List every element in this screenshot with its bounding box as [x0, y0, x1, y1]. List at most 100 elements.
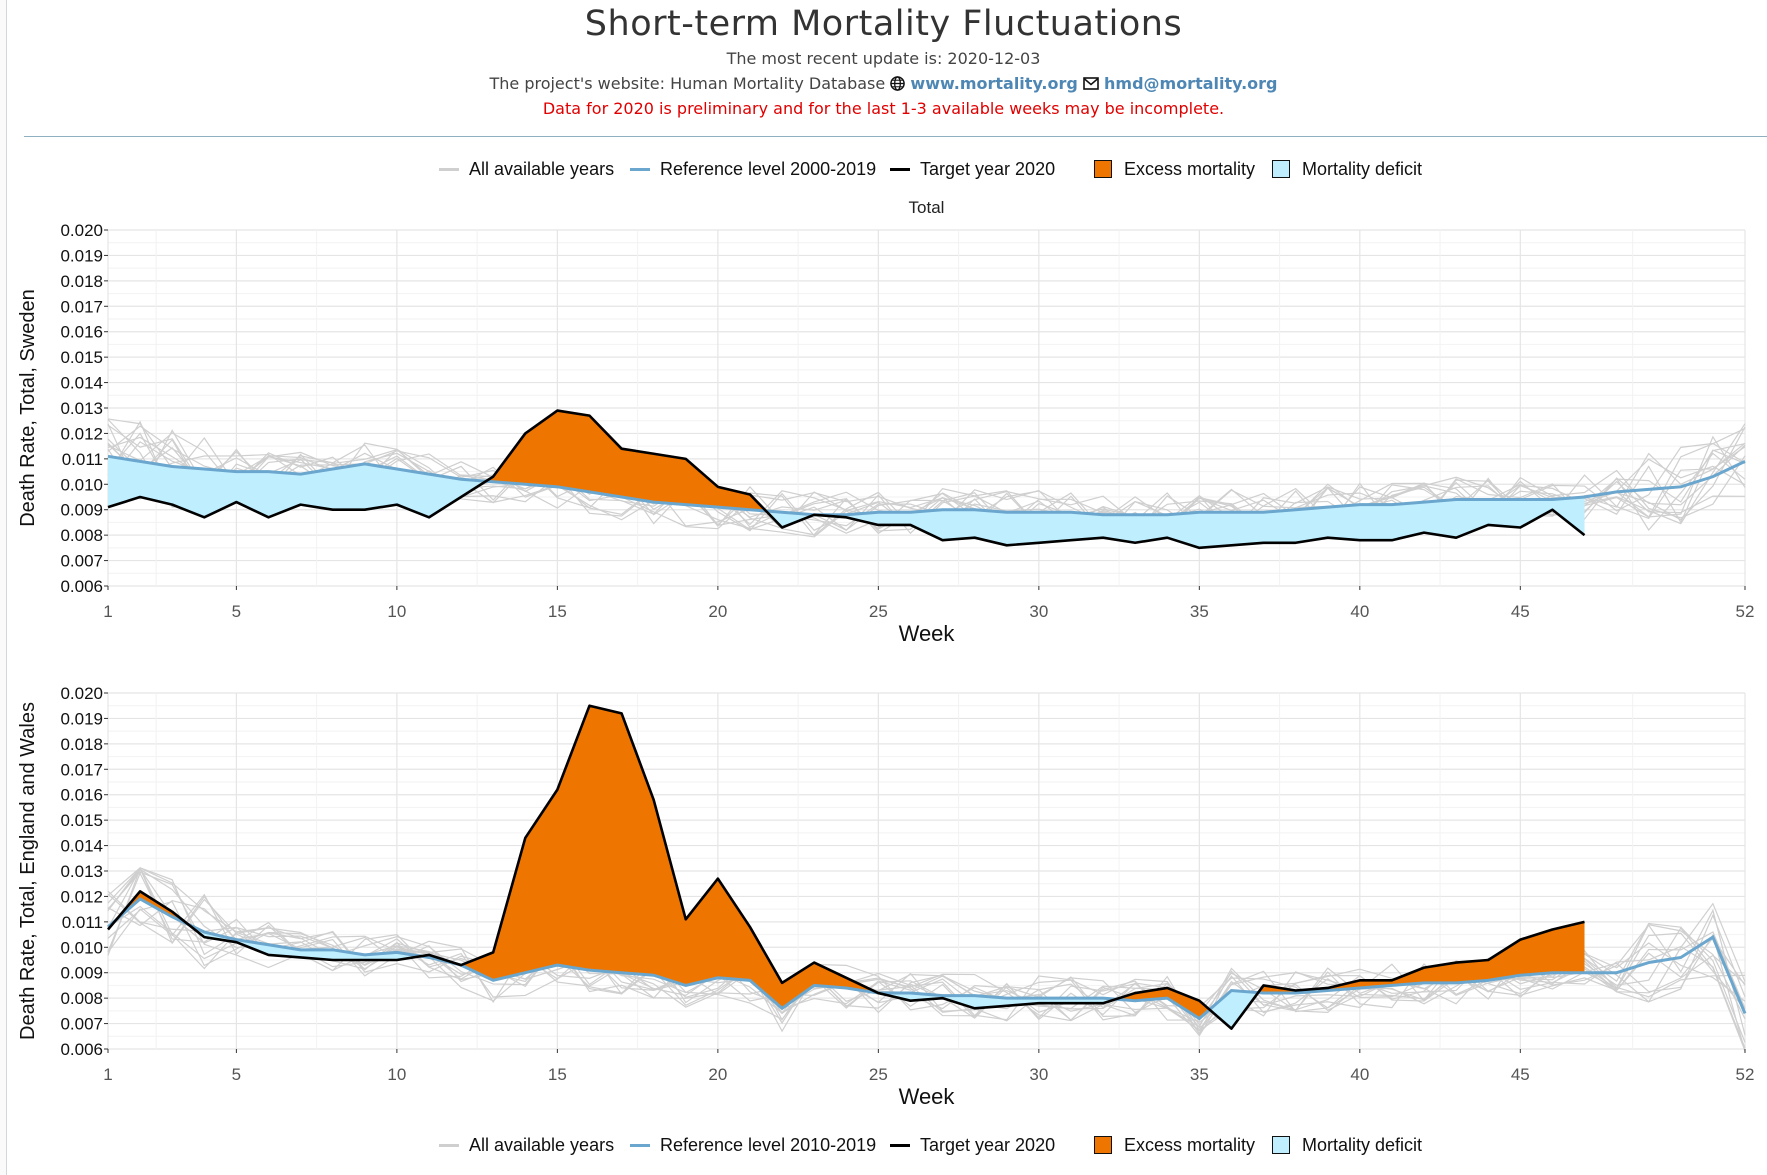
y-tick-label: 0.012 — [60, 887, 103, 906]
x-tick-label: 35 — [1190, 1065, 1209, 1084]
legend-reference-label: Reference level 2000-2019 — [660, 158, 877, 179]
legend-target-label: Target year 2020 — [920, 158, 1056, 179]
x-tick-label: 15 — [548, 1065, 567, 1084]
excess-area — [1258, 921, 1585, 994]
y-tick-label: 0.013 — [60, 862, 103, 881]
website-link[interactable]: www.mortality.org — [910, 74, 1078, 93]
y-tick-label: 0.016 — [60, 323, 103, 342]
legend-all-years-swatch — [439, 167, 459, 171]
x-tick-label: 35 — [1190, 602, 1209, 621]
deficit-area — [814, 497, 1585, 548]
legend-deficit-label: Mortality deficit — [1302, 158, 1423, 179]
legend-reference-swatch — [630, 1143, 650, 1147]
legend-excess-swatch — [1094, 1136, 1112, 1154]
legend-target: Target year 2020 — [890, 154, 1055, 184]
all-years-line — [107, 871, 1746, 1035]
y-tick-label: 0.006 — [60, 577, 103, 596]
y-tick-label: 0.019 — [60, 709, 103, 728]
y-tick-label: 0.011 — [62, 913, 103, 932]
x-tick-label: 52 — [1736, 1065, 1755, 1084]
legend-excess-label: Excess mortality — [1124, 1134, 1256, 1155]
y-tick-label: 0.009 — [60, 964, 103, 983]
y-tick-label: 0.014 — [60, 374, 103, 393]
x-tick-label: 15 — [548, 602, 567, 621]
website-line: The project's website: Human Mortality D… — [0, 74, 1767, 93]
deficit-area — [878, 993, 1116, 1009]
legend-excess-swatch — [1094, 160, 1112, 178]
legend-excess-label: Excess mortality — [1124, 158, 1256, 179]
legend-all-years: All available years — [439, 1130, 614, 1160]
y-tick-label: 0.015 — [60, 348, 103, 367]
x-tick-label: 1 — [103, 1065, 112, 1084]
legend-reference: Reference level 2000-2019 — [630, 154, 876, 184]
x-tick-label: 10 — [387, 1065, 406, 1084]
y-tick-label: 0.016 — [60, 786, 103, 805]
x-axis-label: Week — [899, 1084, 956, 1109]
legend-target-label: Target year 2020 — [920, 1134, 1056, 1155]
all-years-line — [107, 442, 1746, 527]
y-tick-label: 0.007 — [60, 1015, 103, 1034]
x-tick-label: 52 — [1736, 602, 1755, 621]
header-divider — [24, 136, 1767, 137]
y-tick-label: 0.009 — [60, 501, 103, 520]
x-tick-label: 5 — [232, 1065, 241, 1084]
y-tick-label: 0.018 — [60, 735, 103, 754]
x-tick-label: 45 — [1511, 602, 1530, 621]
y-axis-label: Death Rate, Total, Sweden — [17, 289, 39, 527]
legend-target-swatch — [890, 1143, 910, 1147]
legend-all-years: All available years — [439, 154, 614, 184]
x-tick-label: 30 — [1029, 602, 1048, 621]
all-years-line — [107, 890, 1746, 1029]
y-tick-label: 0.008 — [60, 526, 103, 545]
y-tick-label: 0.017 — [60, 297, 103, 316]
x-tick-label: 5 — [232, 602, 241, 621]
legend-all-years-swatch — [439, 1143, 459, 1147]
x-tick-label: 1 — [103, 602, 112, 621]
legend-all-years-label: All available years — [469, 158, 615, 179]
x-tick-label: 45 — [1511, 1065, 1530, 1084]
panel-strip-title: Total — [909, 198, 945, 217]
website-prefix: The project's website: Human Mortality D… — [489, 74, 886, 93]
x-tick-label: 20 — [708, 1065, 727, 1084]
x-tick-label: 10 — [387, 602, 406, 621]
x-tick-label: 30 — [1029, 1065, 1048, 1084]
y-tick-label: 0.010 — [60, 938, 103, 957]
deficit-area — [188, 924, 421, 960]
envelope-icon — [1083, 74, 1104, 93]
legend-excess: Excess mortality — [1094, 1130, 1255, 1160]
reference-line — [107, 897, 1747, 1021]
x-axis-label: Week — [899, 621, 956, 646]
target-line — [107, 409, 1586, 550]
y-axis-label: Death Rate, Total, England and Wales — [17, 702, 39, 1040]
y-tick-label: 0.017 — [60, 760, 103, 779]
y-tick-label: 0.007 — [60, 552, 103, 571]
legend-deficit-label: Mortality deficit — [1302, 1134, 1423, 1155]
chart-panel-1: Total 0.006 0.007 0.008 0.009 0.010 0.011 0.012… — [17, 198, 1754, 646]
legend-bottom: All available years Reference level 2010… — [0, 1130, 1767, 1160]
y-tick-label: 0.006 — [60, 1040, 103, 1059]
legend-target: Target year 2020 — [890, 1130, 1055, 1160]
legend-deficit: Mortality deficit — [1272, 1130, 1422, 1160]
legend-deficit-swatch — [1272, 1136, 1290, 1154]
x-tick-label: 40 — [1350, 1065, 1369, 1084]
y-tick-label: 0.019 — [60, 246, 103, 265]
legend-excess: Excess mortality — [1094, 154, 1255, 184]
left-edge-border — [0, 0, 7, 1175]
legend-all-years-label: All available years — [469, 1134, 615, 1155]
y-tick-label: 0.014 — [60, 837, 103, 856]
legend-reference-label: Reference level 2010-2019 — [660, 1134, 877, 1155]
email-link[interactable]: hmd@mortality.org — [1104, 74, 1278, 93]
y-tick-label: 0.015 — [60, 811, 103, 830]
legend-reference-swatch — [630, 167, 650, 171]
y-tick-label: 0.012 — [60, 424, 103, 443]
preliminary-warning: Data for 2020 is preliminary and for the… — [542, 99, 1225, 118]
y-tick-label: 0.010 — [60, 475, 103, 494]
x-tick-label: 25 — [869, 1065, 888, 1084]
reference-line — [107, 454, 1746, 517]
globe-icon — [890, 74, 910, 93]
page-title: Short-term Mortality Fluctuations — [584, 4, 1183, 44]
legend-target-swatch — [890, 167, 910, 171]
y-tick-label: 0.020 — [60, 221, 103, 240]
y-tick-label: 0.018 — [60, 272, 103, 291]
y-tick-label: 0.008 — [60, 989, 103, 1008]
